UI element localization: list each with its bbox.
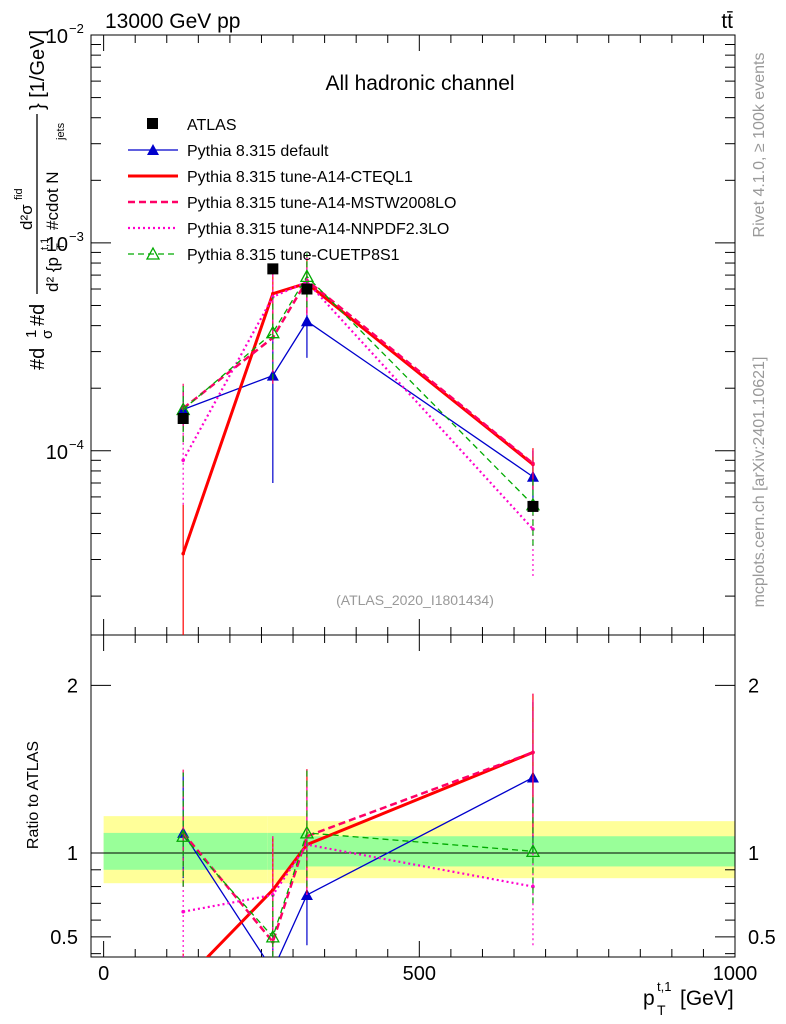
series-line: [182, 278, 534, 465]
ratio-panel-series: [176, 693, 541, 957]
legend-marker-atlas: [147, 118, 158, 129]
data-point-atlas: [301, 283, 313, 295]
analysis-id: (ATLAS_2020_I1801434): [336, 592, 494, 608]
series-marker: [265, 325, 280, 339]
legend-label: Pythia 8.315 default: [187, 143, 329, 160]
ylabel-frac-one: 1: [23, 330, 40, 338]
legend-marker: [145, 246, 161, 260]
ylabel-den-sub2: jets: [55, 122, 67, 141]
y-tick-label-top-exp: −3: [69, 229, 84, 244]
ylabel-frac-sigma: σ: [39, 329, 56, 339]
ylabel-num: d²σ: [17, 204, 36, 230]
xlabel-sup: t,1: [657, 979, 671, 994]
ylabel-mid: #d: [27, 304, 49, 326]
y-tick-label-bottom: 0.5: [50, 927, 78, 949]
series-marker: [181, 551, 185, 556]
y-tick-label-top-exp: −2: [69, 21, 84, 36]
ylabel-den-sup: t,1: [39, 238, 51, 250]
ratio-band-inner: [305, 836, 735, 867]
series-marker: [531, 884, 535, 889]
ylabel-den-b: #cdot N: [43, 171, 62, 230]
ylabel-den-sub: T: [55, 243, 67, 250]
y-tick-label-bottom: 1: [67, 843, 78, 865]
y-axis-label-bottom: Ratio to ATLAS: [25, 741, 42, 849]
series-marker: [265, 929, 280, 943]
series-marker: [176, 828, 191, 842]
series-marker: [531, 527, 535, 531]
y-tick-label-bottom-right: 2: [748, 675, 759, 697]
series-marker: [181, 458, 185, 463]
y-axis-label-top: #d 1 σ #d d²σ fid d² {p T t,1 #cdot N je…: [13, 30, 67, 370]
y-tick-label-bottom: 2: [67, 675, 78, 697]
xlabel-unit: [GeV]: [680, 987, 734, 1010]
ylabel-num-sup: fid: [13, 188, 25, 200]
ylabel-prefix: #d: [27, 348, 49, 370]
y-tick-label-top: 10: [46, 26, 68, 48]
series-marker: [271, 291, 275, 296]
series-line: [182, 843, 534, 913]
y-tick-label-bottom-right: 0.5: [748, 927, 776, 949]
series-marker: [300, 315, 313, 327]
legend-label: Pythia 8.315 tune-CUETP8S1: [187, 247, 400, 264]
x-tick-label: 500: [403, 963, 436, 985]
series-marker: [299, 269, 315, 283]
y-tick-label-bottom-right: 1: [748, 843, 759, 865]
plot-title: All hadronic channel: [325, 72, 514, 95]
legend-label: Pythia 8.315 tune-A14-CTEQL1: [187, 169, 413, 186]
main-panel-series: [176, 253, 541, 635]
legend-label: Pythia 8.315 tune-A14-NNPDF2.3LO: [187, 221, 449, 238]
series-line: [182, 320, 534, 478]
y-tick-label-top: 10: [46, 442, 68, 464]
header-left: 13000 GeV pp: [105, 10, 240, 33]
series-line: [182, 776, 534, 957]
series-line: [205, 751, 534, 957]
series-marker: [299, 825, 315, 839]
xlabel-main: p: [643, 987, 655, 1010]
series-line: [182, 275, 534, 506]
series-marker: [531, 461, 535, 466]
series-line: [182, 280, 534, 530]
series-marker: [271, 888, 275, 892]
xlabel-sub: T: [657, 1002, 666, 1018]
legend-label: ATLAS: [187, 117, 237, 134]
x-tick-label: 1000: [713, 963, 758, 985]
y-tick-label-top: 10: [46, 234, 68, 256]
side-label-bottom: mcplots.cern.ch [arXiv:2401.10621]: [751, 357, 768, 608]
series-marker: [531, 750, 535, 755]
series-line: [181, 281, 534, 555]
legend-marker: [147, 144, 159, 155]
data-point-atlas: [177, 412, 189, 424]
legend: ATLAS Pythia 8.315 default Pythia 8.315 tu…: [128, 117, 456, 264]
series-marker: [525, 843, 541, 857]
data-point-atlas: [527, 500, 539, 512]
side-label-top: Rivet 4.1.0, ≥ 100k events: [751, 53, 768, 238]
data-point-atlas: [267, 263, 279, 275]
ylabel-unit: } [1/GeV]: [27, 30, 49, 110]
legend-label: Pythia 8.315 tune-A14-MSTW2008LO: [187, 195, 456, 212]
series-line: [182, 751, 534, 945]
x-tick-label: 0: [98, 963, 109, 985]
ylabel-den-a: d² {p: [43, 257, 62, 292]
series-marker: [181, 909, 185, 914]
x-axis-label: p T t,1 [GeV]: [643, 979, 734, 1018]
y-tick-label-top-exp: −4: [69, 437, 84, 452]
ratio-uncertainty-bands: [91, 816, 735, 884]
ratio-panel-frame: [90, 634, 736, 958]
header-right: tt̄: [721, 10, 733, 33]
